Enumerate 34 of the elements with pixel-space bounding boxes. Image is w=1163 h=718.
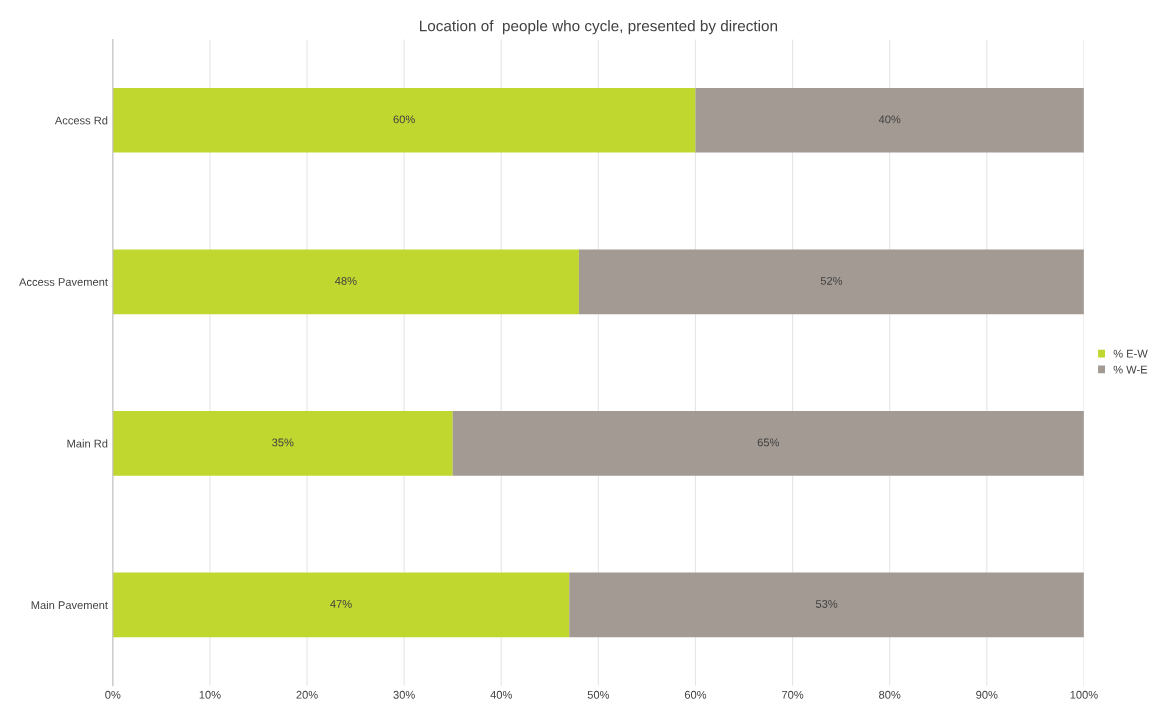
bar — [112, 572, 570, 638]
x-tick-label: 20% — [296, 690, 318, 699]
x-tick-label: 30% — [393, 690, 415, 699]
bar — [578, 249, 1084, 315]
x-tick-label: 90% — [976, 690, 998, 699]
bar — [112, 87, 696, 153]
x-tick-label: 10% — [199, 690, 221, 699]
x-tick-label: 0% — [105, 690, 121, 699]
y-tick-label: Main Pavement — [31, 600, 108, 610]
x-tick-label: 100% — [1070, 690, 1098, 699]
y-tick-label: Access Rd — [54, 116, 108, 125]
bar — [569, 572, 1084, 638]
bar — [695, 87, 1084, 153]
x-tick-label: 80% — [879, 690, 901, 699]
x-tick-label: 60% — [684, 690, 707, 699]
data-label: 47% — [330, 600, 352, 608]
y-tick-label: Access Pavement — [19, 278, 108, 286]
data-label: 40% — [878, 115, 901, 124]
chart-title: Location of people who cycle, presented by direction — [420, 20, 778, 35]
legend-label: % W-E — [1113, 365, 1148, 374]
data-label: 35% — [272, 438, 294, 447]
data-label: 65% — [757, 438, 780, 447]
bar — [452, 411, 1084, 476]
x-tick-label: 50% — [587, 690, 610, 699]
legend-label: % E-W — [1113, 349, 1148, 358]
x-tick-label: 40% — [490, 690, 512, 699]
data-label: 48% — [335, 276, 357, 285]
data-label: 53% — [815, 600, 838, 608]
x-tick-label: 70% — [782, 690, 804, 699]
bar — [112, 411, 453, 476]
data-label: 60% — [393, 115, 415, 124]
bar — [112, 249, 579, 315]
y-tick-label: Main Rd — [67, 439, 108, 448]
data-label: 52% — [820, 276, 843, 285]
